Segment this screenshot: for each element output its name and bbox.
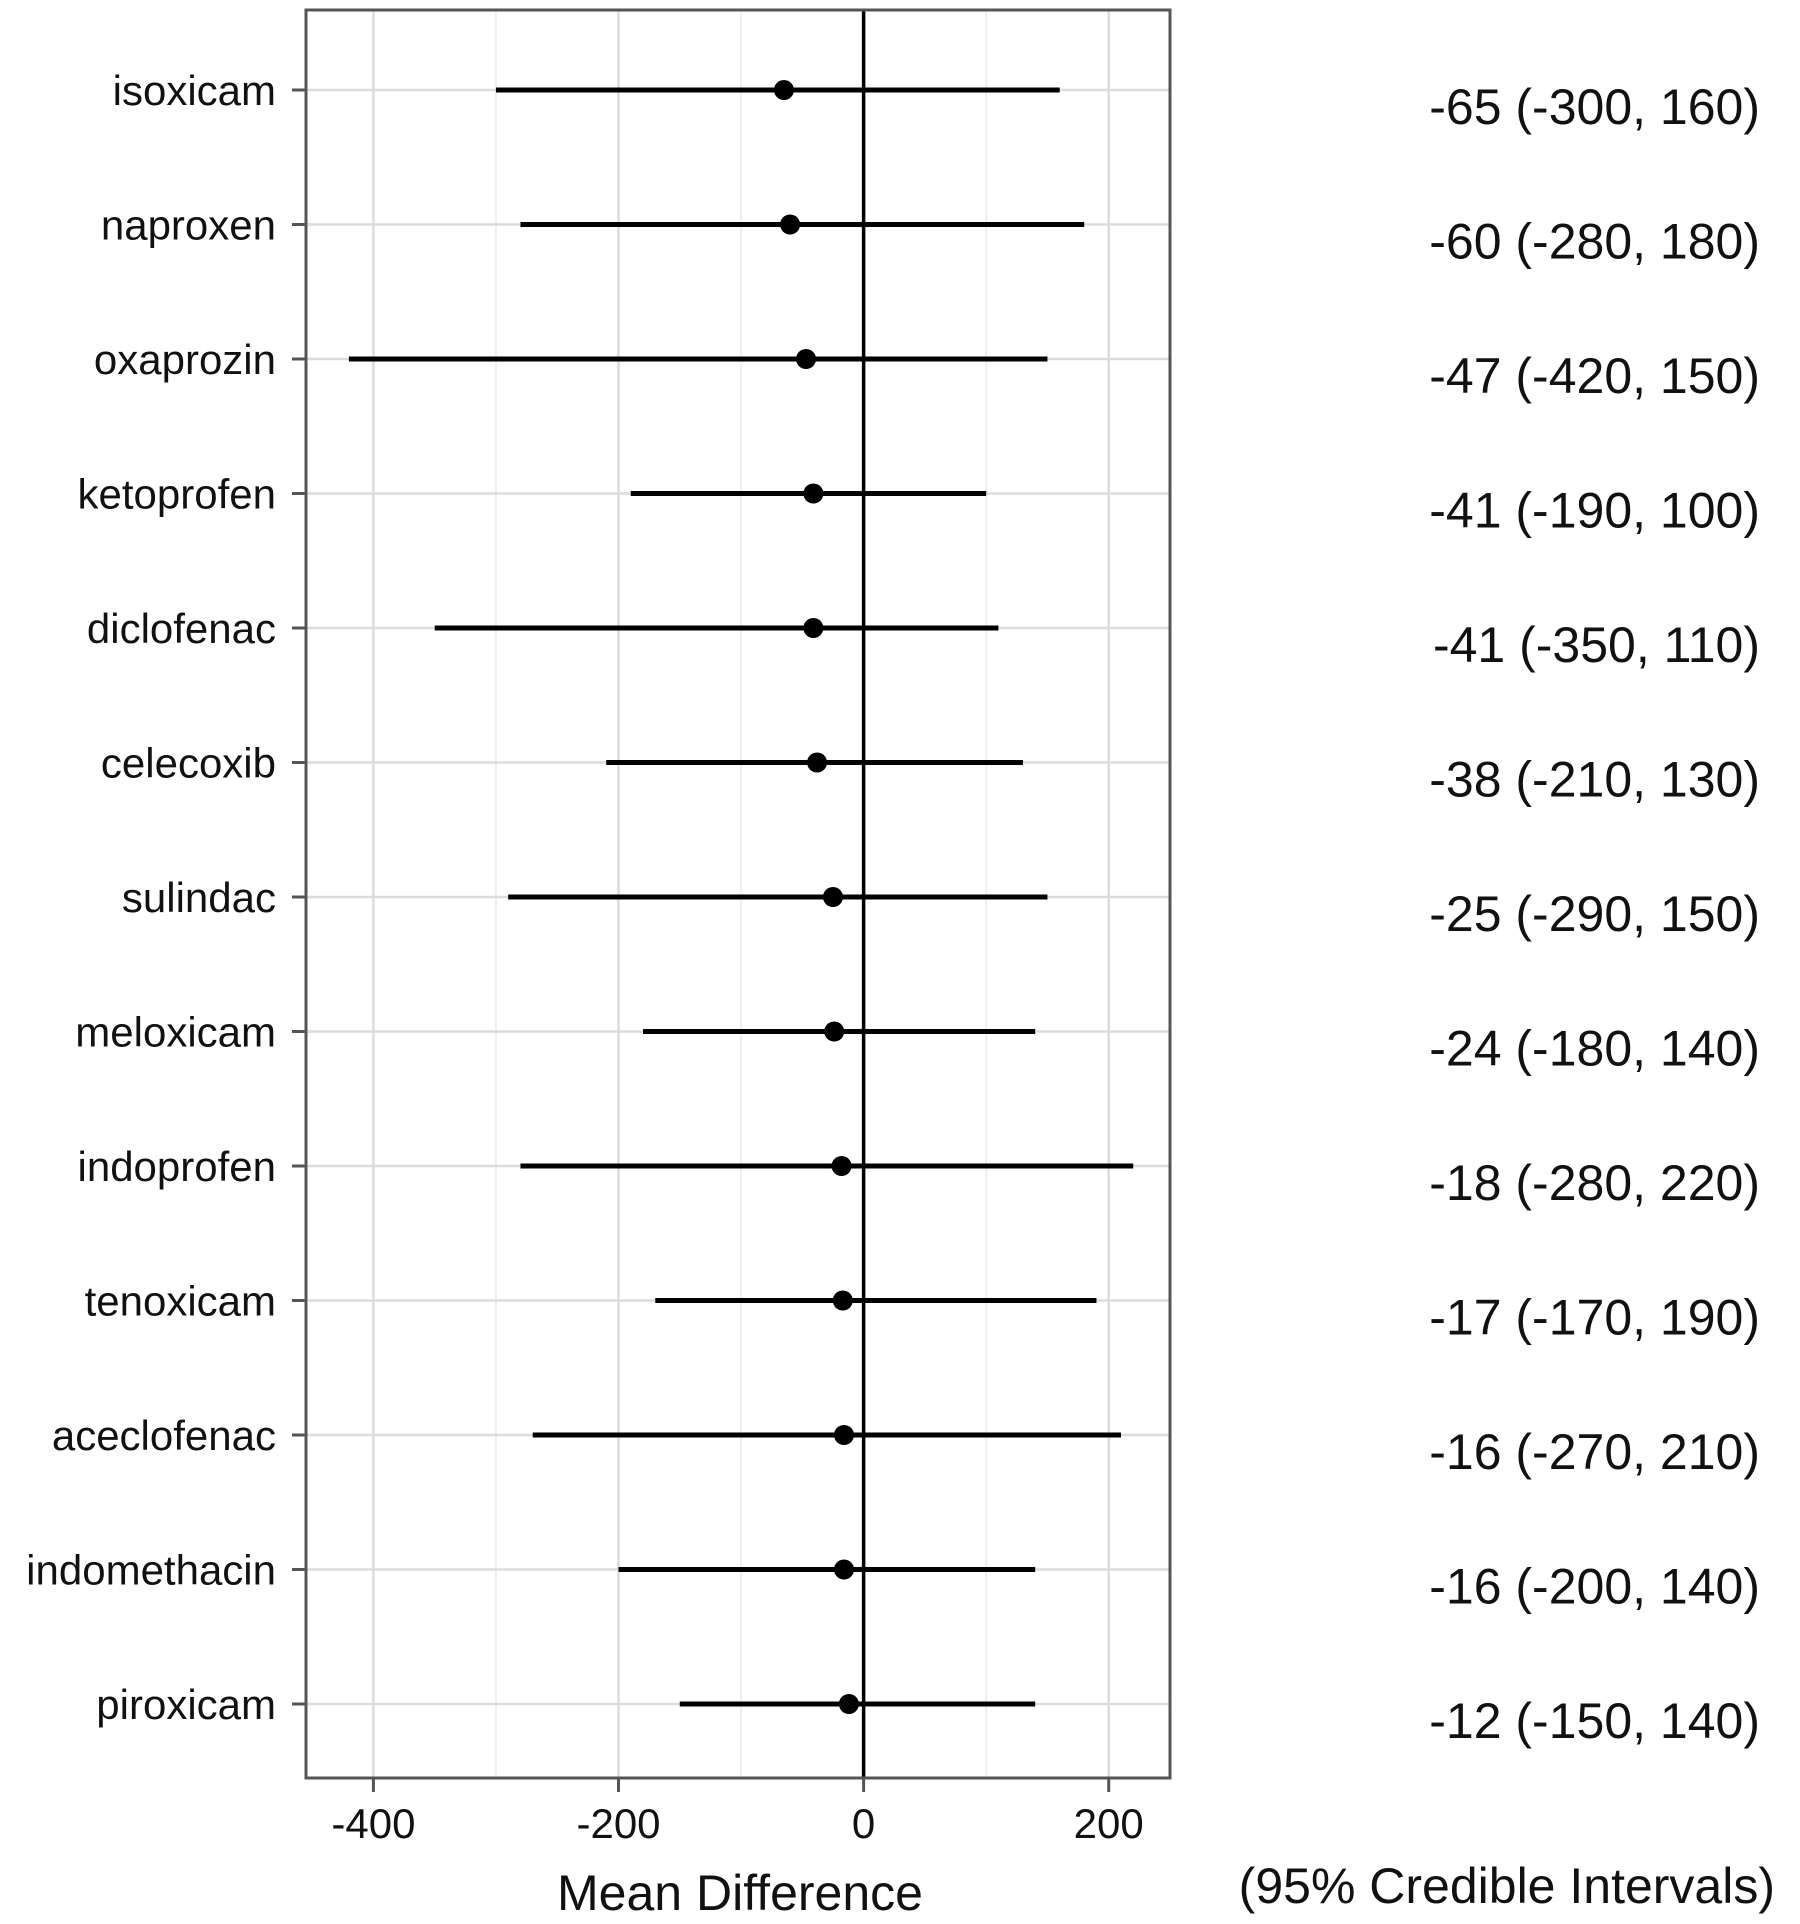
mean-point: [834, 1559, 855, 1580]
interval-label: -24 (-180, 140): [1429, 1021, 1760, 1077]
mean-point: [773, 80, 794, 100]
x-axis-title: Mean Difference: [557, 1865, 923, 1921]
interval-label: -41 (-350, 110): [1433, 617, 1760, 673]
interval-label: -47 (-420, 150): [1429, 348, 1760, 404]
interval-label: -12 (-150, 140): [1429, 1693, 1760, 1749]
drug-label: meloxicam: [75, 1009, 276, 1056]
mean-point: [838, 1694, 859, 1714]
mean-point: [832, 1290, 853, 1311]
panel-border: [304, 8, 1172, 1780]
mean-point: [780, 214, 801, 235]
axes: [292, 8, 1172, 1792]
interval-label: -65 (-300, 160): [1429, 79, 1760, 135]
interval-label: -16 (-200, 140): [1429, 1559, 1760, 1615]
x-tick-label: -200: [576, 1800, 660, 1847]
interval-label: -18 (-280, 220): [1429, 1155, 1760, 1211]
mean-point: [803, 618, 824, 638]
interval-label: -60 (-280, 180): [1429, 214, 1760, 270]
drug-label: indoprofen: [78, 1143, 277, 1190]
drug-label: indomethacin: [26, 1547, 276, 1594]
drug-label: diclofenac: [87, 605, 276, 652]
mean-point: [796, 349, 817, 369]
drug-label: ketoprofen: [78, 471, 276, 518]
interval-label: -25 (-290, 150): [1429, 886, 1760, 942]
interval-labels: -65 (-300, 160) -60 (-280, 180) -47 (-420,…: [1429, 79, 1760, 1749]
minor-gridlines: [494, 10, 988, 1778]
interval-header: (95% Credible Intervals): [1239, 1858, 1775, 1914]
mean-points: [773, 80, 859, 1714]
drug-label: isoxicam: [113, 67, 276, 114]
drug-label: sulindac: [122, 874, 276, 921]
credible-intervals: [348, 87, 1134, 1707]
interval-label: -41 (-190, 100): [1429, 483, 1760, 539]
mean-point: [831, 1156, 852, 1176]
x-tick-labels: -400 -200 0 200: [331, 1800, 1143, 1847]
drug-label: naproxen: [101, 202, 276, 249]
x-tick-label: -400: [331, 1800, 415, 1847]
interval-label: -16 (-270, 210): [1429, 1424, 1760, 1480]
interval-label: -17 (-170, 190): [1429, 1290, 1760, 1346]
mean-point: [803, 483, 824, 504]
drug-label: celecoxib: [101, 740, 276, 787]
x-tick-label: 0: [852, 1800, 875, 1847]
drug-label: oxaprozin: [94, 336, 276, 383]
mean-point: [822, 887, 843, 907]
drug-label: tenoxicam: [85, 1278, 276, 1325]
mean-point: [807, 752, 828, 773]
drug-labels: isoxicam naproxen oxaprozin ketoprofen diclo…: [26, 67, 276, 1728]
interval-label: -38 (-210, 130): [1429, 752, 1760, 808]
mean-point: [834, 1425, 855, 1445]
drug-label: piroxicam: [96, 1681, 276, 1728]
mean-point: [824, 1021, 845, 1042]
drug-label: aceclofenac: [52, 1412, 276, 1459]
x-tick-label: 200: [1074, 1800, 1144, 1847]
